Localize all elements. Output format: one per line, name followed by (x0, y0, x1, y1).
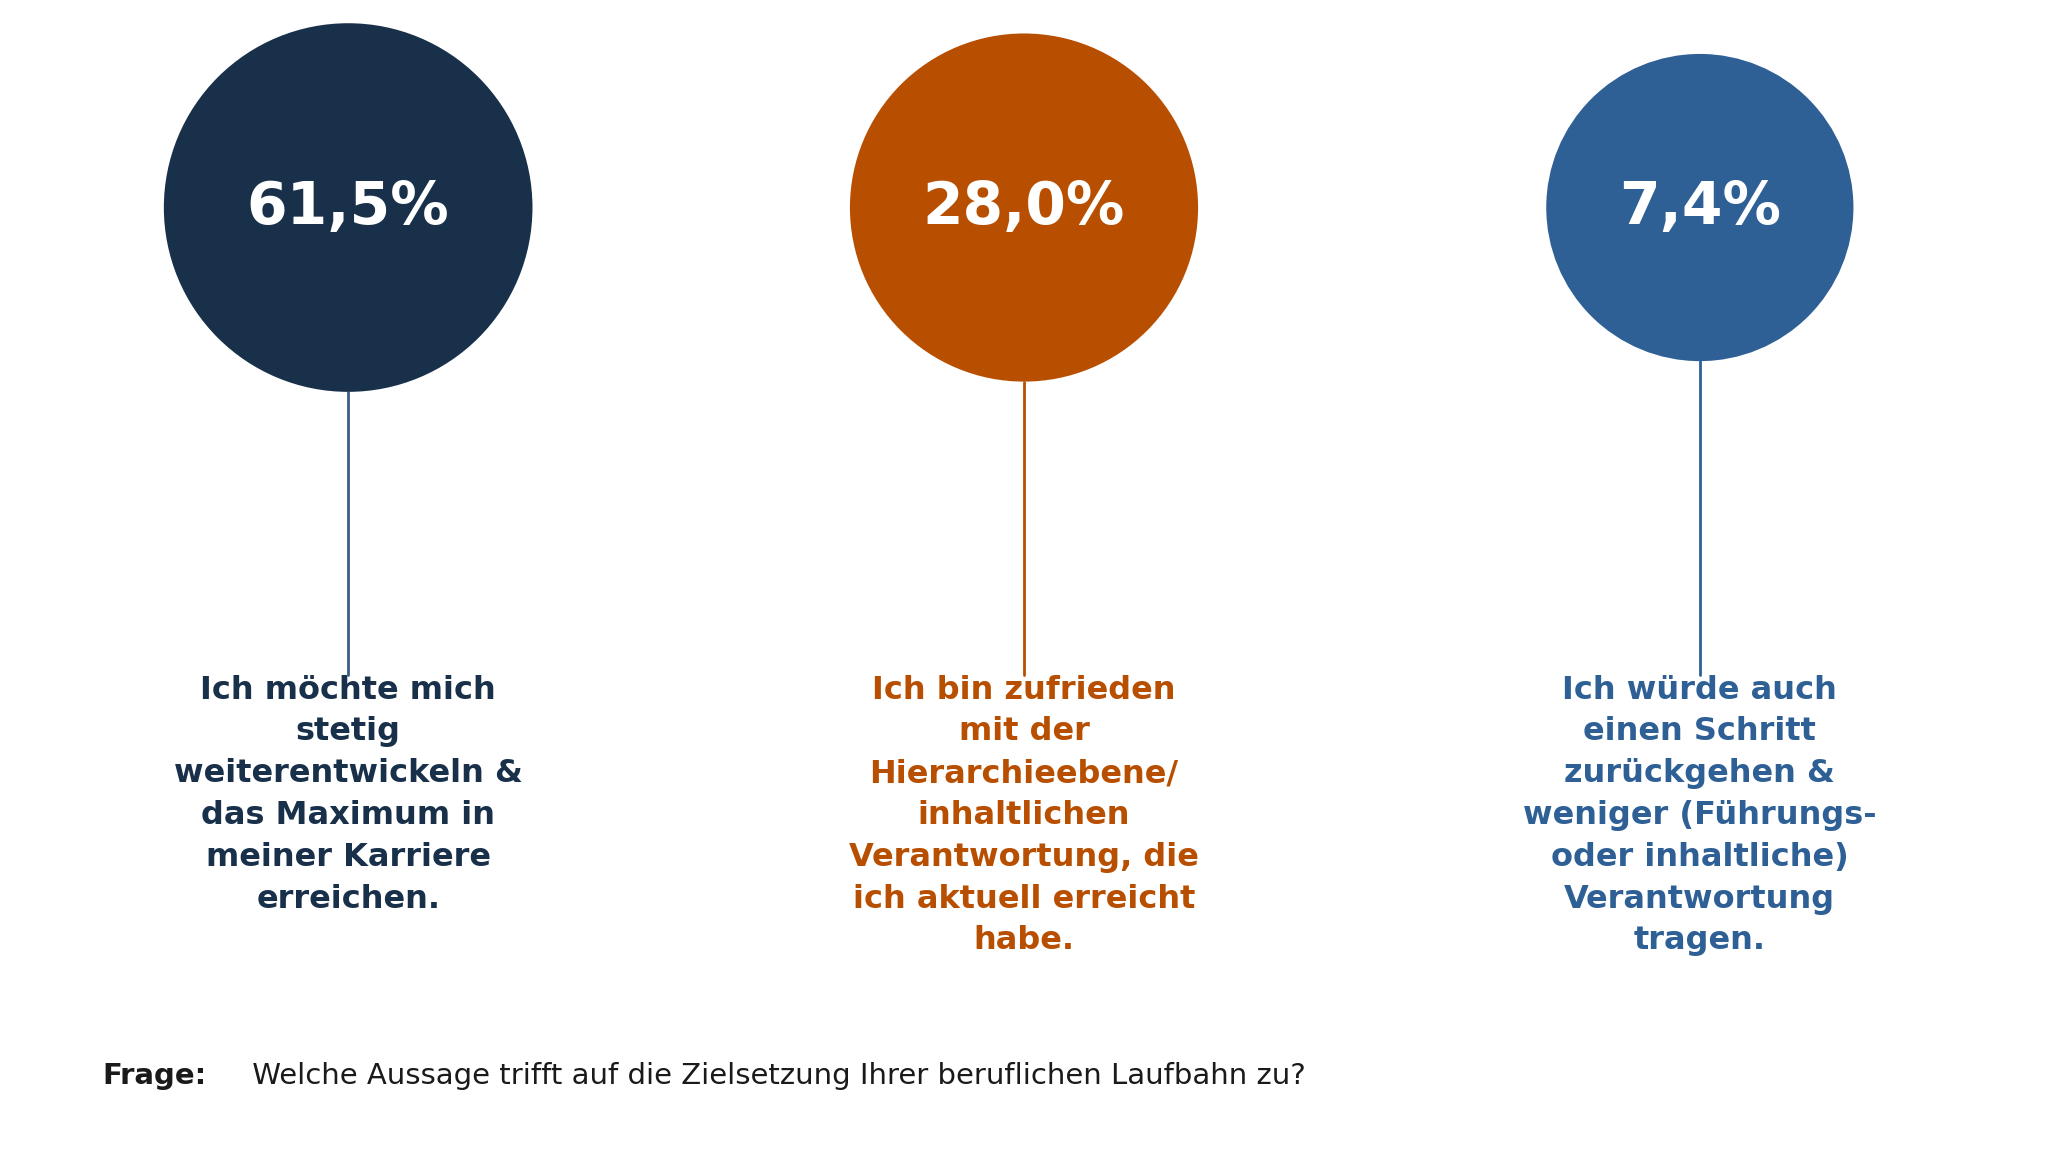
Text: 28,0%: 28,0% (924, 179, 1124, 236)
Ellipse shape (850, 33, 1198, 382)
Text: Ich würde auch
einen Schritt
zurückgehen &
weniger (Führungs-
oder inhaltliche)
: Ich würde auch einen Schritt zurückgehen… (1524, 675, 1876, 956)
Ellipse shape (164, 23, 532, 392)
Text: Welche Aussage trifft auf die Zielsetzung Ihrer beruflichen Laufbahn zu?: Welche Aussage trifft auf die Zielsetzun… (244, 1062, 1307, 1090)
Text: Ich bin zufrieden
mit der
Hierarchieebene/
inhaltlichen
Verantwortung, die
ich a: Ich bin zufrieden mit der Hierarchieeben… (850, 675, 1198, 956)
Text: Ich möchte mich
stetig
weiterentwickeln &
das Maximum in
meiner Karriere
erreich: Ich möchte mich stetig weiterentwickeln … (174, 675, 522, 914)
Text: 61,5%: 61,5% (248, 179, 449, 236)
Text: 7,4%: 7,4% (1618, 179, 1782, 236)
Ellipse shape (1546, 54, 1853, 361)
Text: Frage:: Frage: (102, 1062, 207, 1090)
